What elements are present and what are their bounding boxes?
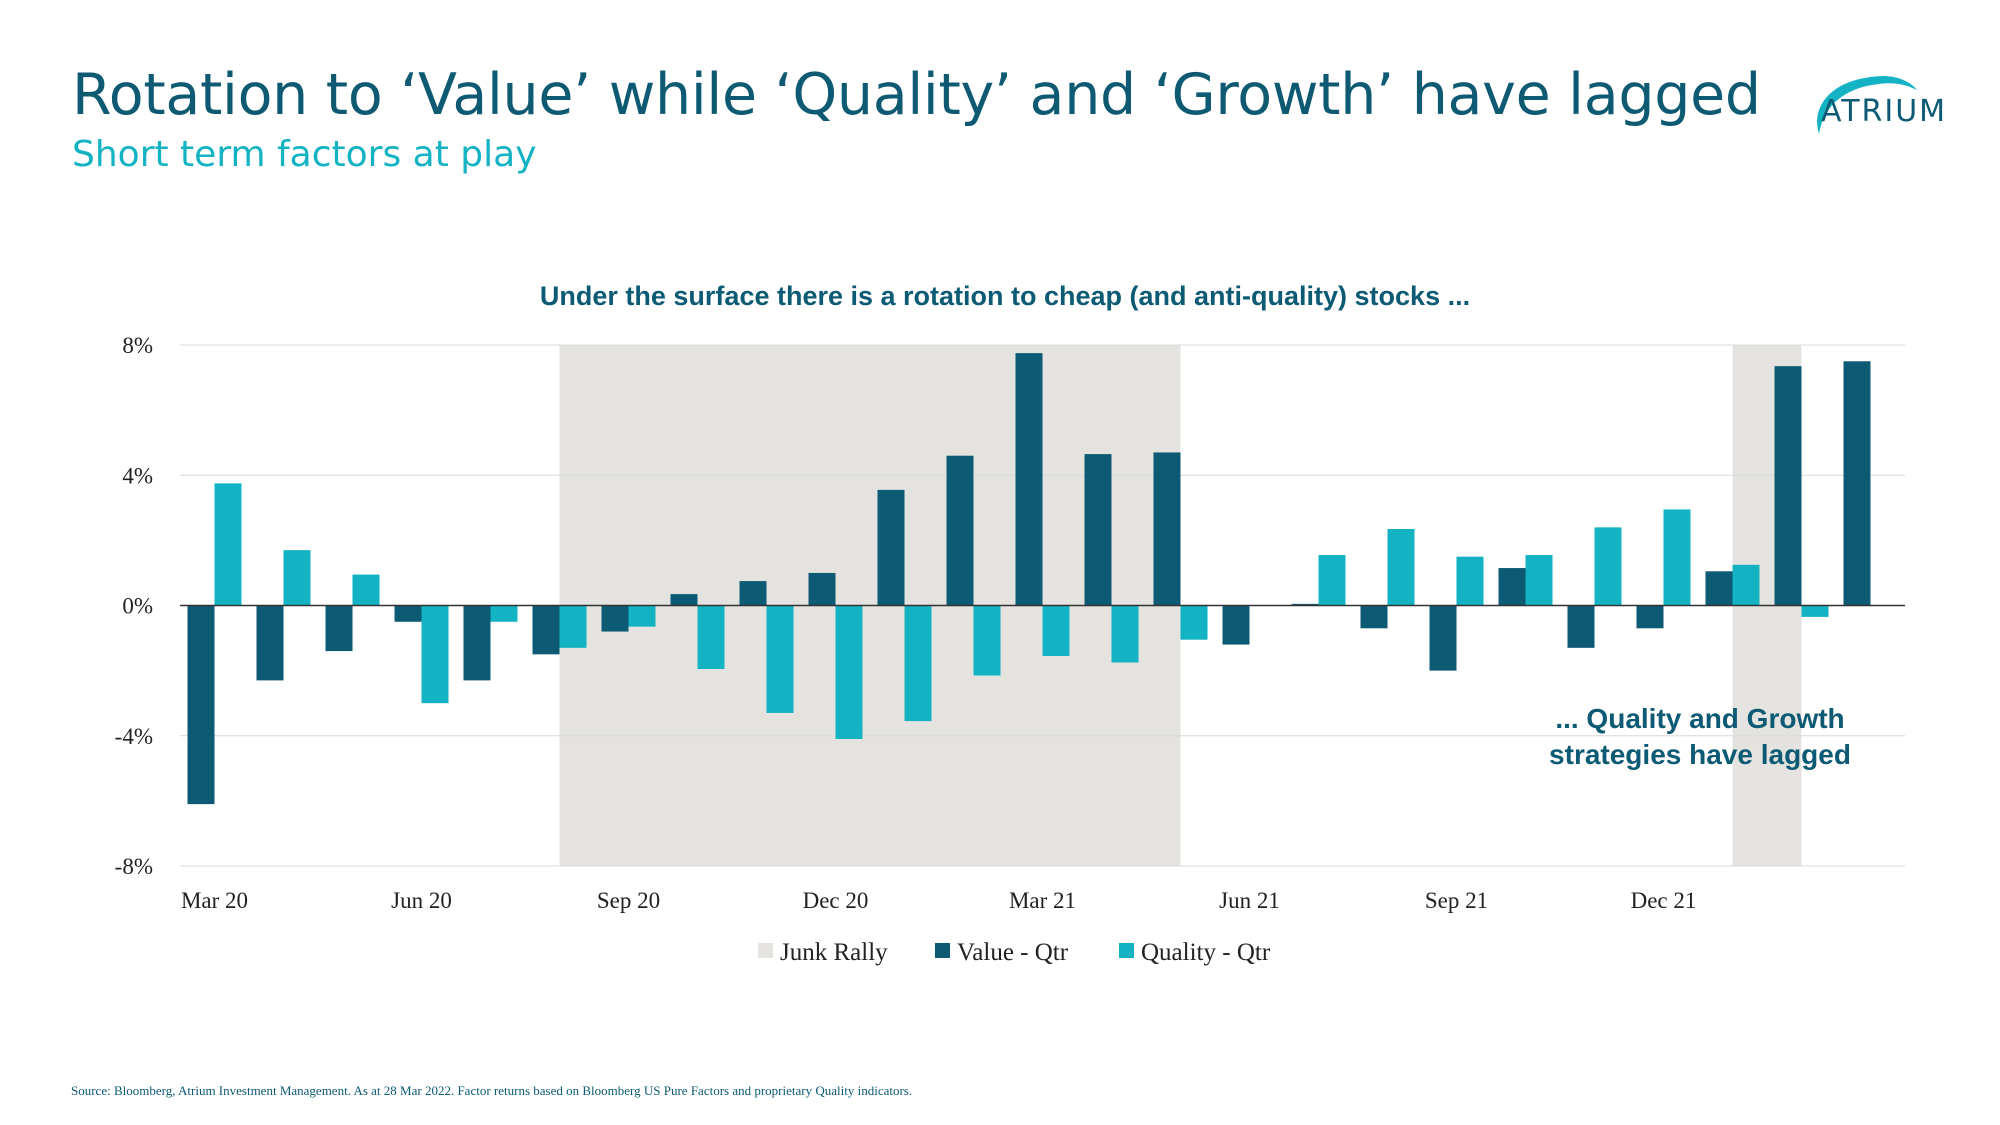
quality-bar	[352, 574, 380, 606]
chart-annotation-line-1: ... Quality and Growth	[1555, 703, 1844, 734]
value-bar	[601, 605, 629, 632]
quality-bar	[1456, 556, 1484, 606]
value-bar	[463, 605, 491, 681]
quality-bar	[283, 550, 311, 606]
value-bar	[1015, 353, 1043, 606]
value-bar	[1498, 568, 1526, 606]
legend-swatch	[758, 943, 773, 958]
value-bar	[256, 605, 284, 681]
legend-label: Value - Qtr	[957, 939, 1069, 966]
y-tick-label: -4%	[115, 724, 153, 749]
source-note: Source: Bloomberg, Atrium Investment Man…	[71, 1083, 913, 1098]
value-bar	[739, 581, 767, 606]
quality-bar	[628, 605, 656, 627]
value-bar	[1429, 605, 1457, 671]
value-bar	[1636, 605, 1664, 629]
quality-bar	[1594, 527, 1622, 606]
quality-bar	[214, 483, 242, 606]
value-bar	[946, 455, 974, 606]
quality-bar	[1663, 509, 1691, 606]
y-tick-label: -8%	[115, 854, 153, 879]
x-tick-label: Sep 20	[597, 888, 660, 913]
x-tick-label: Jun 20	[391, 888, 452, 913]
value-bar	[325, 605, 353, 652]
quality-bar	[1732, 564, 1760, 606]
quality-bar	[1801, 605, 1829, 617]
x-tick-label: Mar 20	[181, 888, 248, 913]
y-tick-label: 0%	[122, 594, 153, 619]
x-tick-label: Dec 20	[803, 888, 869, 913]
value-bar	[1360, 605, 1388, 629]
quality-bar	[1111, 605, 1139, 663]
legend-swatch	[1119, 943, 1134, 958]
quality-bar	[1318, 555, 1346, 606]
quality-bar	[1525, 555, 1553, 606]
x-tick-label: Jun 21	[1219, 888, 1280, 913]
page-title: Rotation to ‘Value’ while ‘Quality’ and …	[72, 62, 1761, 128]
legend-label: Quality - Qtr	[1141, 939, 1271, 966]
chart-annotation-line-2: strategies have lagged	[1549, 739, 1851, 770]
chart-legend: Junk Rally Value - Qtr Quality - Qtr	[758, 939, 1271, 966]
value-bar	[877, 489, 905, 606]
value-bar	[1567, 605, 1595, 648]
value-bar	[1774, 366, 1802, 606]
value-bar	[394, 605, 422, 622]
value-bar	[187, 605, 215, 805]
legend-label: Junk Rally	[780, 939, 888, 966]
quality-bar	[835, 605, 863, 740]
quality-bar	[559, 605, 587, 648]
value-bar	[670, 594, 698, 606]
value-bar	[808, 572, 836, 606]
atrium-logo: ATRIUM	[1783, 64, 1963, 144]
value-bar	[532, 605, 560, 655]
logo-swoosh-icon	[1817, 76, 1917, 134]
quality-bar	[1387, 528, 1415, 606]
y-tick-label: 4%	[122, 463, 153, 488]
value-bar	[1222, 605, 1250, 645]
x-tick-label: Dec 21	[1631, 888, 1697, 913]
quality-bar	[697, 605, 725, 669]
quality-bar	[973, 605, 1001, 676]
page-subtitle: Short term factors at play	[72, 134, 537, 175]
logo-wordmark: ATRIUM	[1821, 94, 1948, 129]
legend-swatch	[935, 943, 950, 958]
chart-title: Under the surface there is a rotation to…	[540, 281, 1470, 311]
value-bar	[1153, 452, 1181, 606]
quality-bar	[1180, 605, 1208, 640]
quality-bar	[1042, 605, 1070, 656]
quality-bar	[766, 605, 794, 713]
value-bar	[1705, 571, 1733, 606]
value-bar	[1291, 603, 1319, 606]
x-tick-label: Mar 21	[1009, 888, 1076, 913]
y-tick-label: 8%	[122, 333, 153, 358]
x-tick-label: Sep 21	[1425, 888, 1488, 913]
value-bar	[1084, 454, 1112, 606]
quality-bar	[904, 605, 932, 722]
quality-bar	[421, 605, 449, 704]
quality-bar	[490, 605, 518, 622]
value-bar	[1843, 361, 1871, 606]
